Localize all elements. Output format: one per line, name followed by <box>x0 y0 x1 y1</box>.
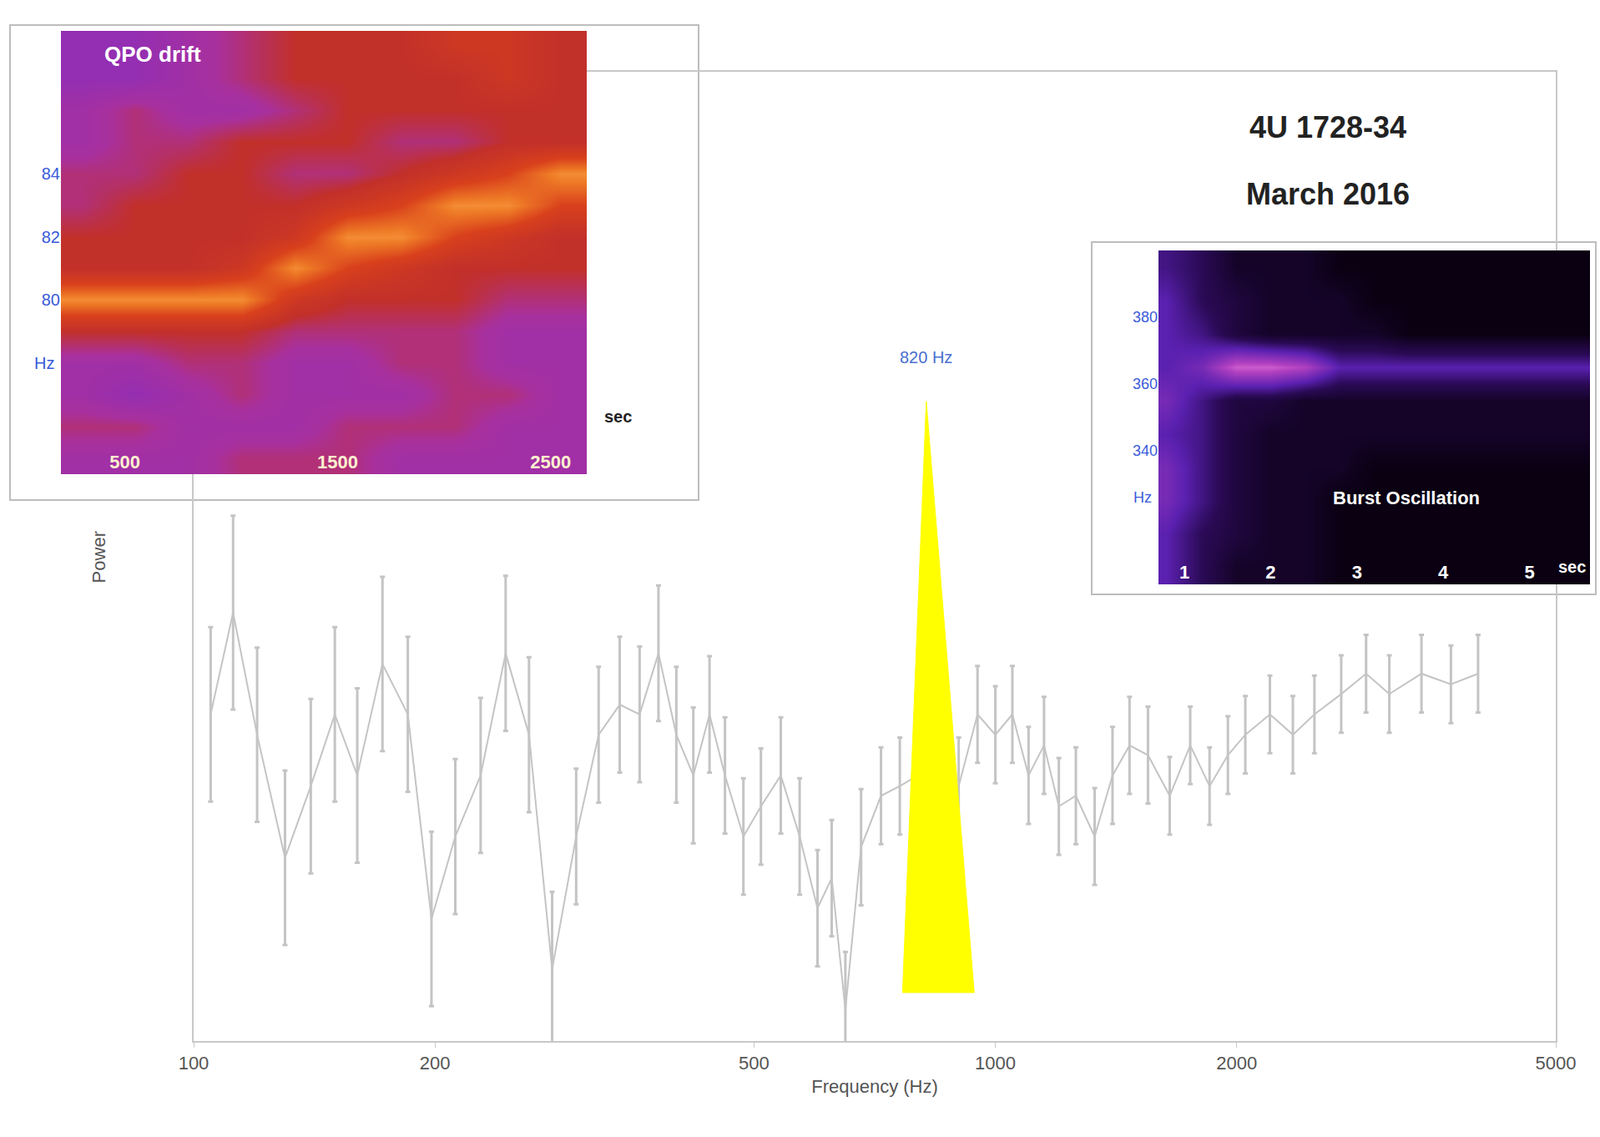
svg-text:340: 340 <box>1132 442 1158 460</box>
svg-text:500: 500 <box>738 1052 770 1074</box>
svg-text:5000: 5000 <box>1535 1052 1577 1074</box>
svg-text:QPO drift: QPO drift <box>104 41 202 67</box>
svg-text:2: 2 <box>1265 561 1276 583</box>
svg-text:Burst Oscillation: Burst Oscillation <box>1332 487 1480 509</box>
svg-text:1500: 1500 <box>317 451 359 473</box>
svg-text:5: 5 <box>1524 561 1535 583</box>
svg-text:380: 380 <box>1132 308 1158 326</box>
svg-text:4: 4 <box>1438 561 1449 583</box>
svg-text:2500: 2500 <box>529 451 571 473</box>
svg-text:820 Hz: 820 Hz <box>899 348 953 367</box>
svg-text:Hz: Hz <box>34 353 55 373</box>
svg-text:360: 360 <box>1132 375 1158 393</box>
svg-text:2000: 2000 <box>1216 1052 1257 1074</box>
svg-text:1000: 1000 <box>974 1052 1016 1074</box>
svg-text:84: 84 <box>41 164 61 183</box>
svg-text:500: 500 <box>109 451 141 473</box>
svg-text:Power: Power <box>88 530 110 583</box>
svg-text:Frequency (Hz): Frequency (Hz) <box>811 1075 939 1097</box>
svg-text:100: 100 <box>178 1052 210 1074</box>
svg-text:82: 82 <box>41 227 61 247</box>
svg-text:200: 200 <box>419 1052 451 1074</box>
svg-text:80: 80 <box>41 290 61 309</box>
svg-text:4U 1728-34: 4U 1728-34 <box>1249 110 1407 145</box>
svg-text:sec: sec <box>604 407 632 426</box>
svg-text:3: 3 <box>1352 561 1363 583</box>
svg-text:sec: sec <box>1558 557 1586 576</box>
svg-text:March 2016: March 2016 <box>1246 176 1410 212</box>
svg-text:1: 1 <box>1179 561 1190 583</box>
svg-text:Hz: Hz <box>1133 489 1152 506</box>
